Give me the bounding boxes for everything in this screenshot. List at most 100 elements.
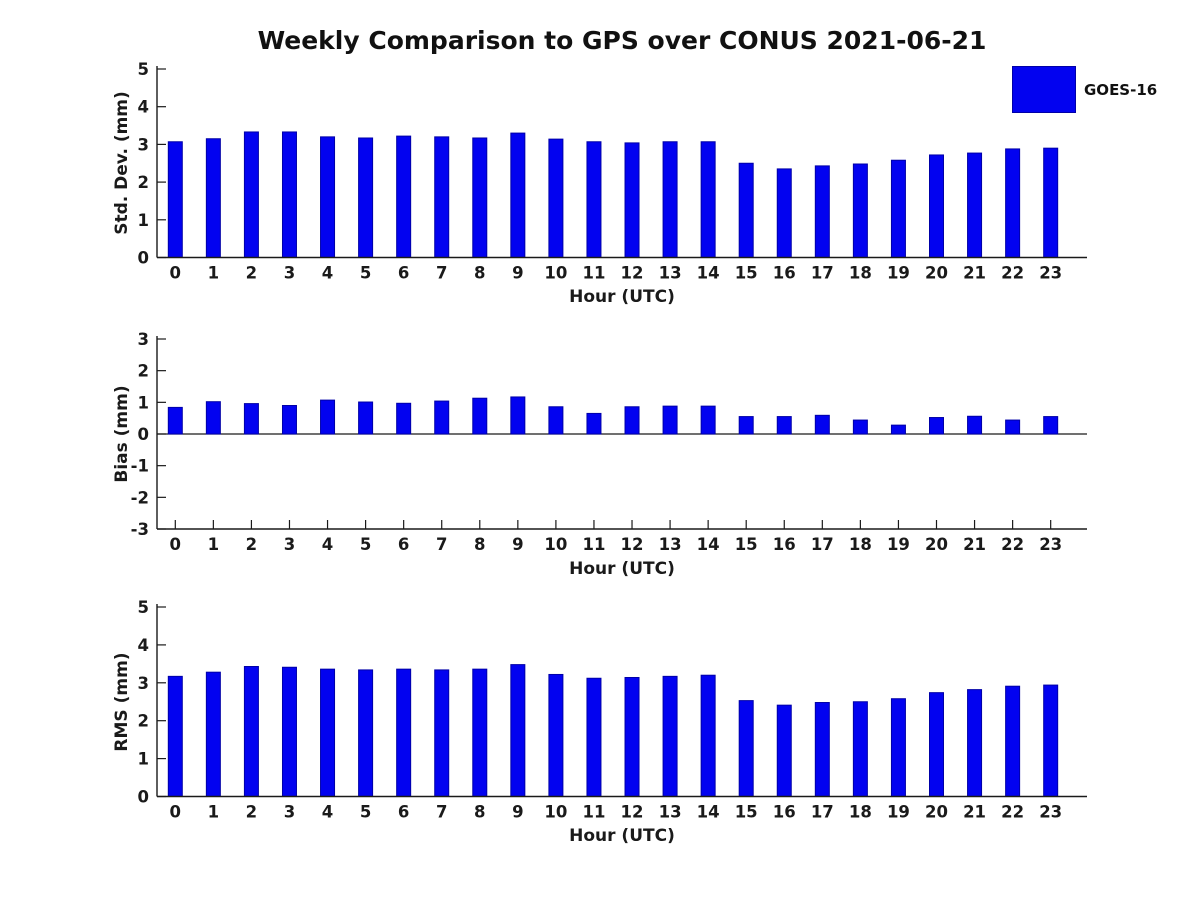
- x-tick-label: 3: [284, 535, 295, 554]
- y-tick-label: 5: [138, 598, 149, 617]
- bar: [586, 412, 602, 435]
- x-tick-label: 19: [887, 535, 910, 554]
- bar: [396, 402, 412, 435]
- x-tick-label: 6: [398, 264, 409, 283]
- bar: [586, 677, 602, 798]
- bar: [1043, 147, 1059, 258]
- x-tick-label: 1: [208, 535, 219, 554]
- xlabel-rms: Hour (UTC): [569, 826, 675, 846]
- bar: [890, 159, 906, 258]
- x-tick-label: 13: [659, 803, 682, 822]
- x-tick-label: 7: [436, 803, 447, 822]
- x-tick-label: 20: [925, 535, 948, 554]
- xlabel-bias: Hour (UTC): [569, 559, 675, 579]
- x-tick-label: 20: [925, 264, 948, 283]
- bar: [662, 675, 678, 797]
- x-tick-label: 3: [284, 264, 295, 283]
- bar: [1005, 148, 1021, 258]
- x-tick-label: 17: [811, 803, 834, 822]
- bar: [205, 138, 221, 258]
- bar: [814, 165, 830, 258]
- legend-swatch: [1012, 66, 1076, 113]
- x-tick-label: 22: [1001, 803, 1024, 822]
- x-tick-label: 23: [1039, 264, 1062, 283]
- bar: [624, 676, 640, 798]
- y-tick-label: 5: [138, 60, 149, 79]
- bar: [243, 403, 259, 435]
- y-tick-label: -1: [131, 457, 149, 476]
- bar: [1043, 416, 1059, 435]
- bar: [434, 400, 450, 435]
- x-tick-label: 17: [811, 264, 834, 283]
- x-tick-label: 21: [963, 535, 986, 554]
- bar: [320, 399, 336, 435]
- legend: GOES-16: [1012, 66, 1157, 113]
- y-tick-label: 0: [138, 425, 149, 444]
- bar: [548, 673, 564, 797]
- bar: [662, 405, 678, 435]
- bar: [967, 415, 983, 435]
- y-tick-label: 3: [138, 674, 149, 693]
- bar: [738, 700, 754, 797]
- x-tick-label: 18: [849, 803, 872, 822]
- bar: [890, 424, 906, 435]
- x-tick-label: 22: [1001, 264, 1024, 283]
- bar: [358, 669, 374, 797]
- bar: [167, 675, 183, 797]
- bar: [167, 141, 183, 258]
- x-tick-label: 14: [697, 535, 720, 554]
- x-tick-label: 21: [963, 803, 986, 822]
- y-tick-label: 1: [138, 393, 149, 412]
- x-tick-label: 15: [735, 535, 758, 554]
- x-tick-label: 16: [773, 803, 796, 822]
- bar: [929, 154, 944, 258]
- x-tick-label: 11: [582, 803, 605, 822]
- bar: [700, 141, 716, 258]
- bar: [814, 414, 830, 435]
- x-tick-label: 9: [512, 264, 523, 283]
- x-tick-label: 20: [925, 803, 948, 822]
- x-tick-label: 19: [887, 264, 910, 283]
- bar: [472, 668, 488, 798]
- x-tick-label: 8: [474, 535, 485, 554]
- legend-label: GOES-16: [1084, 80, 1158, 99]
- bar: [320, 136, 336, 258]
- bar: [396, 668, 412, 798]
- x-tick-label: 0: [170, 803, 181, 822]
- bar: [358, 401, 374, 435]
- x-tick-label: 14: [697, 803, 720, 822]
- bar: [700, 674, 716, 797]
- bar: [929, 417, 944, 435]
- bar: [814, 702, 830, 797]
- bar: [852, 163, 868, 258]
- bar: [510, 132, 526, 258]
- x-tick-label: 5: [360, 535, 371, 554]
- x-tick-label: 10: [544, 803, 567, 822]
- y-tick-label: 0: [138, 788, 149, 807]
- bar: [700, 405, 716, 435]
- x-tick-label: 12: [621, 264, 644, 283]
- bar: [967, 689, 983, 798]
- bar: [548, 138, 564, 258]
- xlabel-stddev: Hour (UTC): [569, 287, 675, 307]
- y-tick-label: 2: [138, 712, 149, 731]
- bar: [776, 416, 792, 435]
- bar: [586, 141, 602, 258]
- bar: [167, 406, 183, 435]
- bar: [776, 168, 792, 258]
- x-tick-label: 4: [322, 535, 333, 554]
- bar: [281, 405, 297, 435]
- x-tick-label: 15: [735, 803, 758, 822]
- y-tick-label: 2: [138, 362, 149, 381]
- bar: [396, 135, 412, 258]
- bar: [548, 406, 564, 435]
- bar: [852, 701, 868, 797]
- bar: [1005, 685, 1021, 797]
- x-tick-label: 18: [849, 264, 872, 283]
- x-tick-label: 13: [659, 535, 682, 554]
- x-tick-label: 23: [1039, 535, 1062, 554]
- x-tick-label: 12: [621, 803, 644, 822]
